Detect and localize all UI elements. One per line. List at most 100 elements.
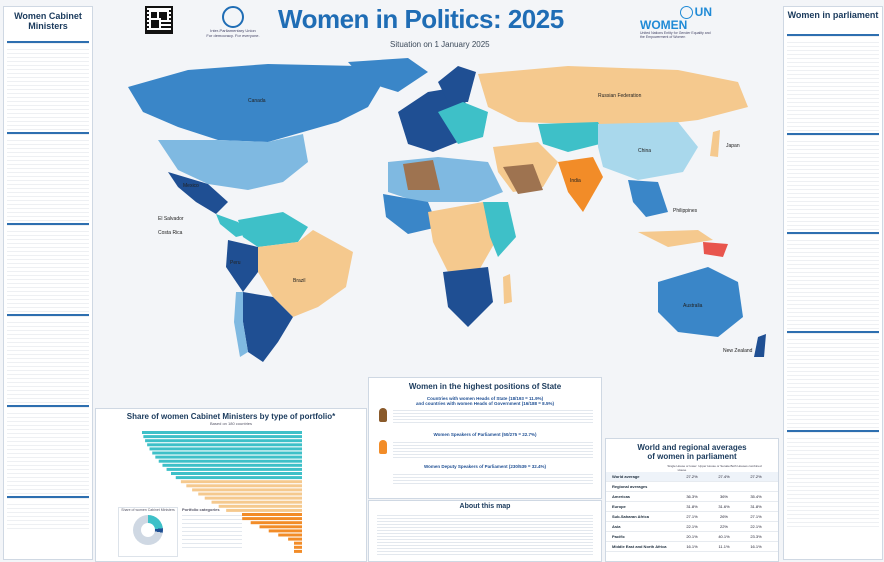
regional-averages-rows: Americas 36.3% 36% 35.4% Europe 31.8% 31.6% 31.…	[606, 492, 778, 552]
ranking-row	[787, 214, 879, 218]
ranking-row	[787, 331, 879, 334]
ranking-row	[787, 265, 879, 269]
map-label-mexico: Mexico	[183, 183, 199, 189]
ranking-row	[7, 106, 89, 110]
ranking-row	[787, 340, 879, 344]
southern-africa-shape	[443, 267, 493, 327]
ranking-row	[787, 435, 879, 439]
ranking-row	[7, 371, 89, 375]
ranking-row	[787, 166, 879, 170]
ranking-row	[787, 475, 879, 479]
portfolio-bar-chart	[142, 431, 302, 553]
portfolio-bar	[143, 435, 302, 439]
ranking-row	[7, 74, 89, 78]
ranking-row	[7, 118, 89, 122]
ranking-row	[787, 451, 879, 455]
ranking-row	[7, 327, 89, 331]
ranking-row	[787, 515, 879, 519]
ranking-row	[7, 418, 89, 422]
ranking-row	[787, 95, 879, 99]
ranking-row	[787, 190, 879, 194]
world-upper-value: 27.4%	[718, 474, 730, 479]
portfolio-bar	[147, 443, 302, 447]
portfolio-bar	[294, 545, 302, 549]
ranking-row	[7, 474, 89, 478]
ranking-row	[787, 372, 879, 376]
ranking-row	[787, 396, 879, 400]
ranking-row	[787, 459, 879, 463]
ranking-row	[787, 218, 879, 222]
ranking-row	[7, 54, 89, 58]
region-label: Asia	[612, 524, 621, 529]
region-value: 23.3%	[750, 534, 762, 539]
ranking-row	[787, 273, 879, 277]
ranking-row	[7, 496, 89, 499]
ranking-row	[787, 443, 879, 447]
ranking-row	[7, 94, 89, 98]
about-title: About this map	[459, 503, 511, 510]
india-shape	[558, 157, 603, 212]
ranking-row	[7, 501, 89, 505]
ranking-row	[787, 277, 879, 281]
portfolio-bar	[192, 488, 302, 492]
region-label: Europe	[612, 504, 626, 509]
ranking-row	[787, 154, 879, 158]
heads-of-state-line1: Countries with women Heads of State (18/…	[426, 396, 544, 401]
ranking-row	[7, 513, 89, 517]
portfolio-bar	[166, 467, 302, 471]
ranking-row	[787, 285, 879, 289]
ranking-row	[7, 405, 89, 408]
region-value: 16.1%	[686, 544, 698, 549]
mexico-shape	[168, 172, 228, 214]
ranking-row	[7, 110, 89, 114]
ranking-row	[7, 391, 89, 395]
ranking-row	[7, 363, 89, 367]
ranking-row	[787, 495, 879, 499]
ranking-row	[787, 232, 879, 235]
region-label: Pacific	[612, 534, 625, 539]
southeast-asia-shape	[628, 180, 668, 217]
peru-shape	[226, 240, 258, 292]
ranking-row	[787, 146, 879, 150]
ranking-row	[7, 308, 89, 312]
ranking-row	[787, 297, 879, 301]
ranking-row	[7, 335, 89, 339]
central-asia-shape	[538, 122, 608, 152]
region-value: 22.1%	[750, 524, 762, 529]
ranking-row	[7, 232, 89, 236]
heads-of-state-line2: and countries with women Heads of Govern…	[416, 401, 554, 406]
ranking-row	[787, 142, 879, 146]
ranking-row	[787, 202, 879, 206]
ranking-row	[787, 237, 879, 241]
col-header-both: Both Houses combined	[730, 464, 762, 468]
ranking-row	[787, 182, 879, 186]
greenland-shape	[348, 58, 428, 92]
world-average-row: World average 27.2% 27.4% 27.2%	[606, 472, 778, 482]
ipu-emblem-icon	[222, 6, 244, 28]
ranking-row	[7, 359, 89, 363]
ranking-row	[787, 416, 879, 420]
ranking-row	[7, 264, 89, 268]
ranking-row	[787, 198, 879, 202]
regional-averages-heading: Regional averages	[606, 482, 778, 492]
ranking-row	[787, 289, 879, 293]
ranking-row	[7, 228, 89, 232]
ranking-row	[787, 55, 879, 59]
ranking-row	[7, 466, 89, 470]
ranking-row	[7, 46, 89, 50]
ranking-row	[787, 115, 879, 119]
map-label-brazil: Brazil	[293, 278, 306, 284]
chile-shape	[234, 292, 248, 357]
ranking-row	[7, 292, 89, 296]
ranking-row	[787, 91, 879, 95]
ranking-row	[7, 367, 89, 371]
ranking-row	[787, 447, 879, 451]
ranking-row	[787, 123, 879, 127]
map-label-india: India	[570, 178, 581, 184]
ranking-row	[7, 399, 89, 403]
ranking-row	[7, 217, 89, 221]
ranking-row	[7, 284, 89, 288]
ranking-row	[7, 410, 89, 414]
region-value: 40.1%	[718, 534, 730, 539]
ranking-row	[7, 383, 89, 387]
